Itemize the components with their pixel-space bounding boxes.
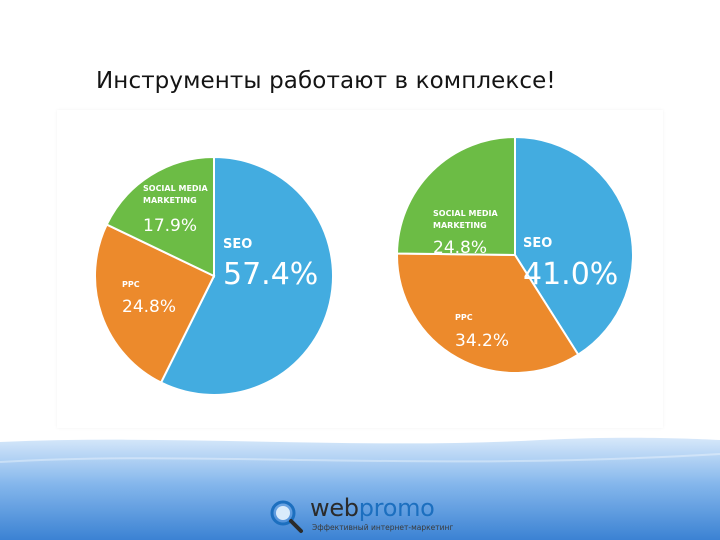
pie-slice-social-media-marketing: [395, 135, 516, 257]
brand-logo: webpromo Эффективный интернет-маркетинг: [268, 494, 468, 536]
magnifier-logo-icon: [270, 500, 303, 533]
brand-name-prefix: web: [310, 494, 359, 522]
slice-name-label: MARKETING: [143, 196, 197, 205]
slice-name-label: PPC: [122, 280, 140, 289]
slice-name-label: SEO: [223, 237, 252, 252]
pie-slice-ppc: [396, 252, 580, 374]
slice-name-label: MARKETING: [433, 221, 487, 230]
slice-value-label: 41.0%: [523, 257, 618, 292]
slice-name-label: SOCIAL MEDIA: [433, 209, 499, 218]
brand-name-suffix: promo: [358, 494, 435, 522]
pie-charts: SEO 57.4% PPC 24.8% SOCIAL MEDIA MARKETING 17.…: [93, 135, 634, 396]
brand-tagline: Эффективный интернет-маркетинг: [312, 523, 454, 532]
slice-name-label: SEO: [523, 236, 552, 251]
slice-value-label: 17.9%: [143, 216, 197, 236]
pie-slice-ppc: [93, 223, 216, 384]
brand-name: webpromo: [310, 494, 435, 522]
pie-chart-2: SEO 41.0% PPC 34.2% SOCIAL MEDIA MARKETING 24.…: [395, 135, 634, 374]
pie-chart-1: SEO 57.4% PPC 24.8% SOCIAL MEDIA MARKETING 17.…: [93, 155, 334, 396]
footer-wave: [0, 437, 720, 540]
slice-value-label: 34.2%: [455, 331, 509, 351]
slice-value-label: 57.4%: [223, 257, 318, 292]
slice-name-label: PPC: [455, 313, 473, 322]
slide-title: Инструменты работают в комплексе!: [96, 68, 556, 94]
pie-slice-seo: [159, 155, 334, 396]
slice-value-label: 24.8%: [433, 238, 487, 258]
pie-slice-social-media-marketing: [105, 155, 215, 278]
slice-name-label: SOCIAL MEDIA: [143, 184, 209, 193]
slice-value-label: 24.8%: [122, 297, 176, 317]
charts-panel: SEO 57.4% PPC 24.8% SOCIAL MEDIA MARKETING 17.…: [57, 110, 663, 428]
